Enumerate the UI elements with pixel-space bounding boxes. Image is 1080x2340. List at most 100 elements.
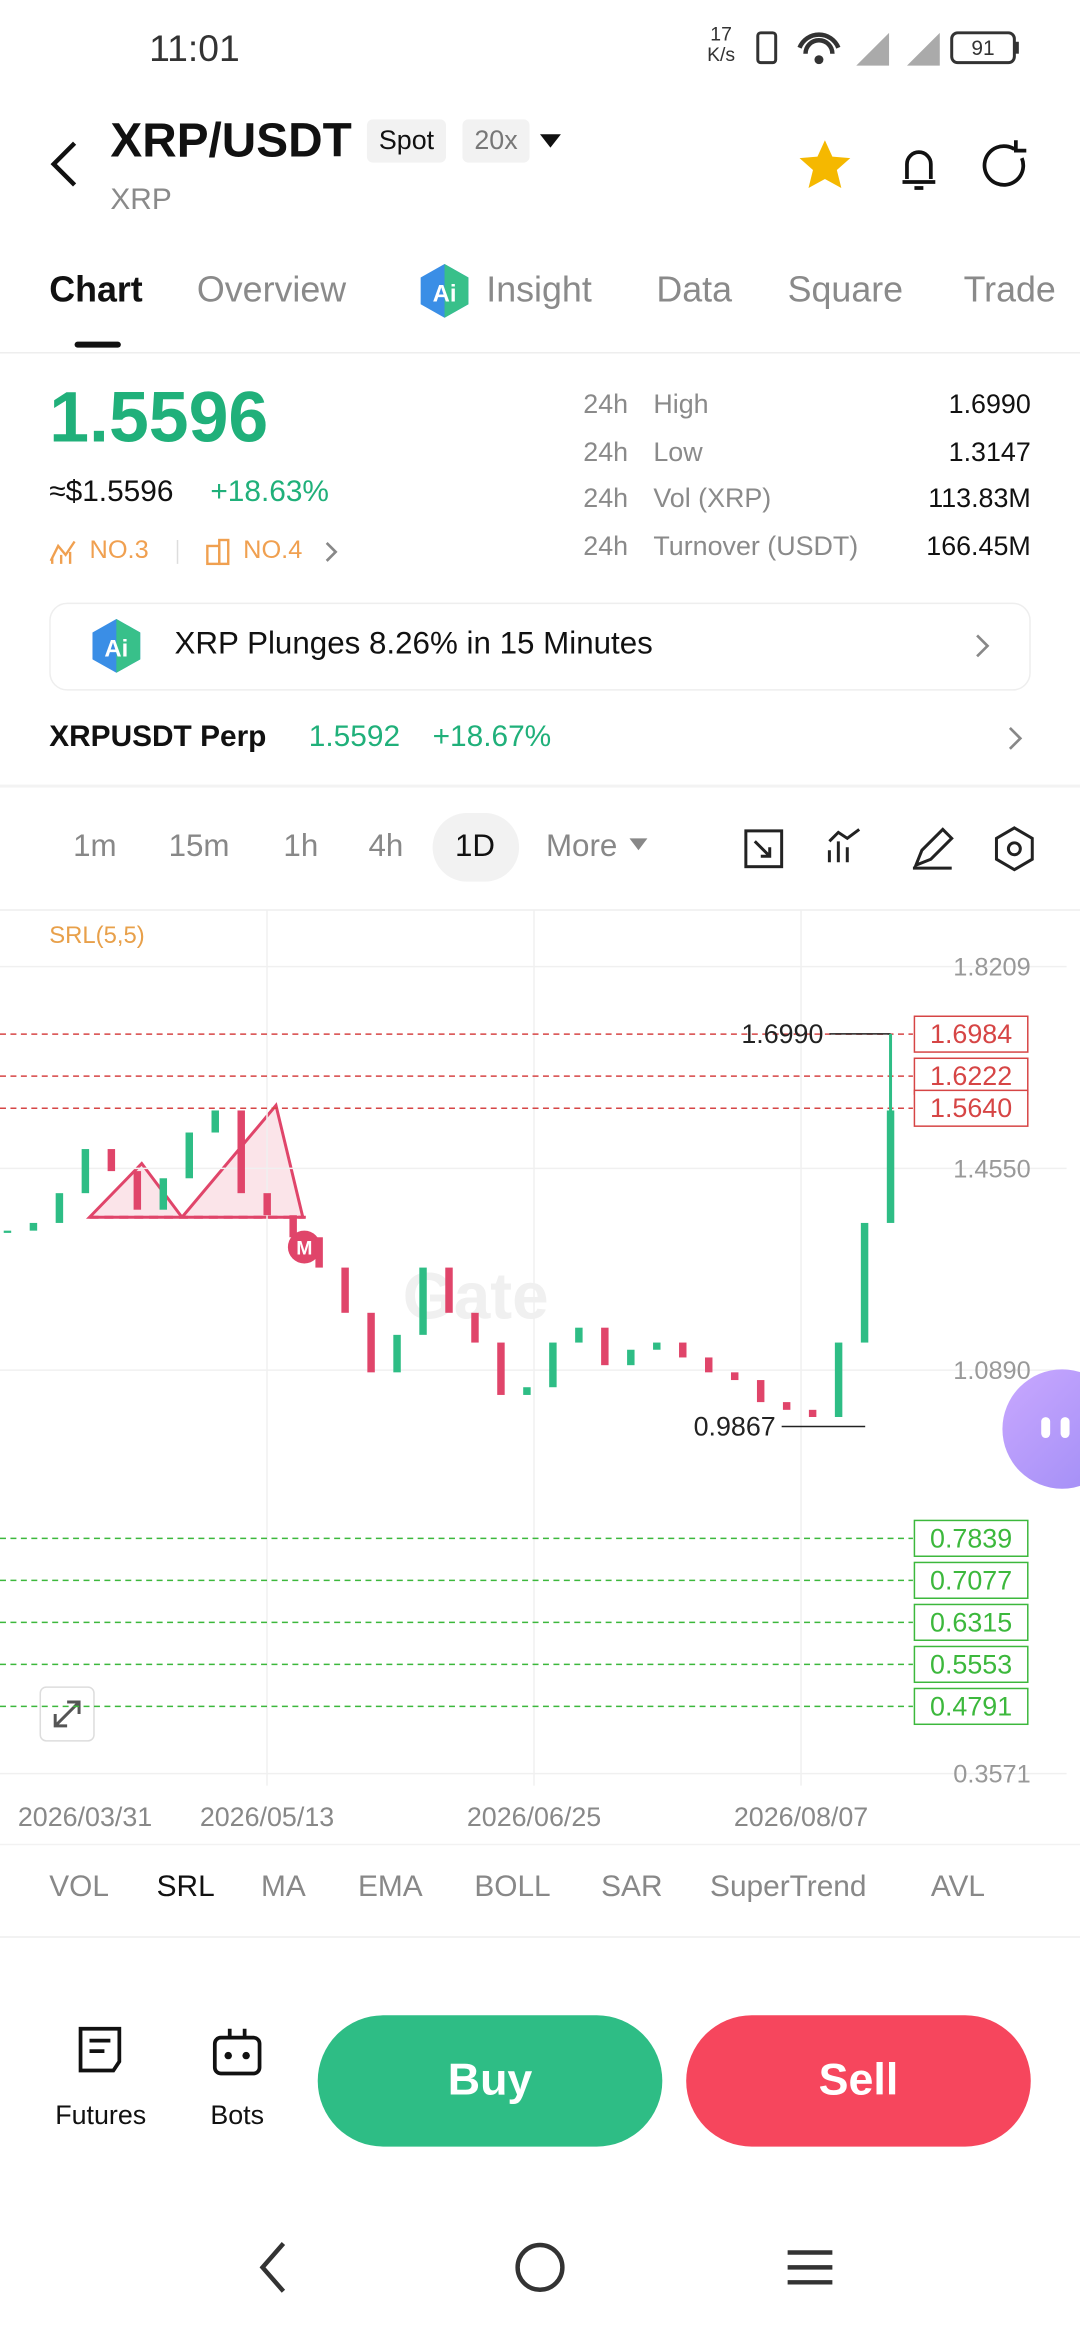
rank-1[interactable]: NO.3 bbox=[89, 535, 149, 564]
resistance-label-box bbox=[913, 1015, 1029, 1053]
candle bbox=[237, 1110, 245, 1194]
candle bbox=[627, 1349, 635, 1366]
tab[interactable]: Trade bbox=[963, 269, 1056, 311]
resistance-label: 1.6984 bbox=[930, 1019, 1012, 1049]
usd-price: ≈$1.5596 bbox=[49, 475, 174, 509]
y-tick-label: 1.8209 bbox=[953, 954, 1031, 982]
interval[interactable]: 1m bbox=[73, 829, 117, 864]
interval[interactable]: 15m bbox=[168, 829, 230, 864]
candle bbox=[653, 1342, 661, 1350]
stat-value: 1.6990 bbox=[948, 389, 1031, 420]
base: XRP bbox=[110, 183, 172, 217]
candle bbox=[185, 1132, 194, 1179]
indicator-label: SRL(5,5) bbox=[49, 922, 144, 949]
candle bbox=[393, 1334, 401, 1373]
support-label-box bbox=[913, 1645, 1029, 1684]
perp-name: XRPUSDT Perp bbox=[49, 720, 267, 754]
more-arrow[interactable] bbox=[627, 835, 654, 853]
net-speed-value: 17 bbox=[710, 22, 732, 45]
dropdown[interactable] bbox=[537, 131, 564, 149]
buy-button[interactable]: Buy bbox=[317, 2015, 663, 2147]
stat-label: Low bbox=[653, 436, 703, 467]
perp-change: +18.67% bbox=[432, 720, 552, 754]
interval[interactable]: 1h bbox=[283, 829, 319, 864]
support-label: 0.4791 bbox=[930, 1691, 1012, 1721]
indicator-tab[interactable]: SAR bbox=[601, 1870, 663, 1904]
pair: XRP/USDT bbox=[110, 113, 352, 168]
support-label-box bbox=[913, 1603, 1029, 1642]
candle bbox=[159, 1178, 168, 1210]
status-icons: 91 bbox=[756, 31, 1019, 66]
nav-bar[interactable] bbox=[239, 2235, 836, 2301]
interval[interactable]: 1D bbox=[454, 829, 496, 864]
candle bbox=[471, 1312, 479, 1343]
perp-price: 1.5592 bbox=[308, 720, 401, 754]
support-label: 0.6315 bbox=[930, 1607, 1012, 1637]
indicator-tab[interactable]: SRL bbox=[156, 1870, 215, 1904]
candle bbox=[315, 1237, 323, 1268]
divider bbox=[0, 1843, 1080, 1846]
indicator-tab[interactable]: MA bbox=[261, 1870, 306, 1904]
stat-label: Turnover (USDT) bbox=[653, 530, 859, 561]
low-label: 0.9867 bbox=[694, 1411, 776, 1441]
candle bbox=[263, 1193, 271, 1216]
header-actions[interactable] bbox=[798, 137, 1037, 197]
net-speed-unit: K/s bbox=[707, 43, 736, 66]
tab[interactable]: Square bbox=[787, 269, 904, 311]
badge-leverage: 20x bbox=[462, 119, 530, 163]
support-label-box bbox=[913, 1519, 1029, 1557]
candle bbox=[81, 1149, 90, 1194]
assistant-eyes bbox=[1041, 1417, 1070, 1439]
pattern-badge bbox=[287, 1230, 321, 1264]
x-tick-label: 2026/08/07 bbox=[734, 1802, 868, 1832]
candle bbox=[705, 1357, 713, 1373]
tab[interactable]: Data bbox=[656, 269, 732, 311]
candle bbox=[341, 1267, 349, 1313]
rank-2[interactable]: NO.4 bbox=[243, 535, 303, 564]
indicator-tab[interactable]: AVL bbox=[930, 1870, 986, 1904]
stat-period: 24h bbox=[583, 389, 629, 420]
stat-label: High bbox=[653, 389, 709, 420]
support-label: 0.7077 bbox=[930, 1565, 1012, 1595]
sell-button[interactable]: Sell bbox=[686, 2015, 1031, 2147]
tab[interactable]: Overview bbox=[196, 269, 347, 311]
chevron[interactable] bbox=[1005, 725, 1026, 752]
candle bbox=[3, 1230, 12, 1233]
divider bbox=[0, 1936, 1080, 1938]
bottom-icons[interactable] bbox=[75, 2026, 269, 2086]
tab[interactable]: Chart bbox=[49, 269, 143, 311]
y-tick-label: 1.4550 bbox=[953, 1155, 1031, 1183]
tab[interactable]: Insight bbox=[486, 269, 592, 311]
badge-spot: Spot bbox=[366, 119, 447, 163]
x-tick-label: 2026/03/31 bbox=[18, 1802, 152, 1832]
interval[interactable]: More bbox=[545, 829, 618, 864]
indicator-tab[interactable]: BOLL bbox=[474, 1870, 551, 1904]
support-label-box bbox=[913, 1687, 1029, 1726]
candle bbox=[523, 1387, 531, 1395]
candle bbox=[730, 1372, 739, 1381]
interval[interactable]: 4h bbox=[368, 829, 404, 864]
indicator-tab[interactable]: EMA bbox=[358, 1870, 423, 1904]
resistance-label: 1.5640 bbox=[930, 1093, 1012, 1123]
indicator-tab[interactable]: SuperTrend bbox=[710, 1870, 867, 1904]
news-card[interactable] bbox=[49, 602, 1031, 691]
resistance-label: 1.6222 bbox=[930, 1061, 1012, 1091]
change: +18.63% bbox=[210, 475, 329, 509]
chart-tools[interactable] bbox=[740, 823, 1038, 874]
candle bbox=[29, 1222, 38, 1231]
last-price: 1.5596 bbox=[49, 378, 269, 458]
candle bbox=[445, 1267, 453, 1313]
ai-icon: Ai bbox=[420, 264, 469, 318]
candle bbox=[55, 1193, 64, 1223]
candle bbox=[107, 1149, 116, 1172]
stat-period: 24h bbox=[583, 436, 629, 467]
indicator-tab[interactable]: VOL bbox=[49, 1870, 109, 1904]
svg-text:Ai: Ai bbox=[104, 635, 128, 662]
futures[interactable]: Futures bbox=[55, 2100, 147, 2131]
back-button[interactable] bbox=[45, 137, 90, 191]
bots[interactable]: Bots bbox=[210, 2100, 265, 2131]
y-tick-label: 0.3571 bbox=[953, 1761, 1031, 1789]
time: 11:01 bbox=[149, 28, 240, 71]
